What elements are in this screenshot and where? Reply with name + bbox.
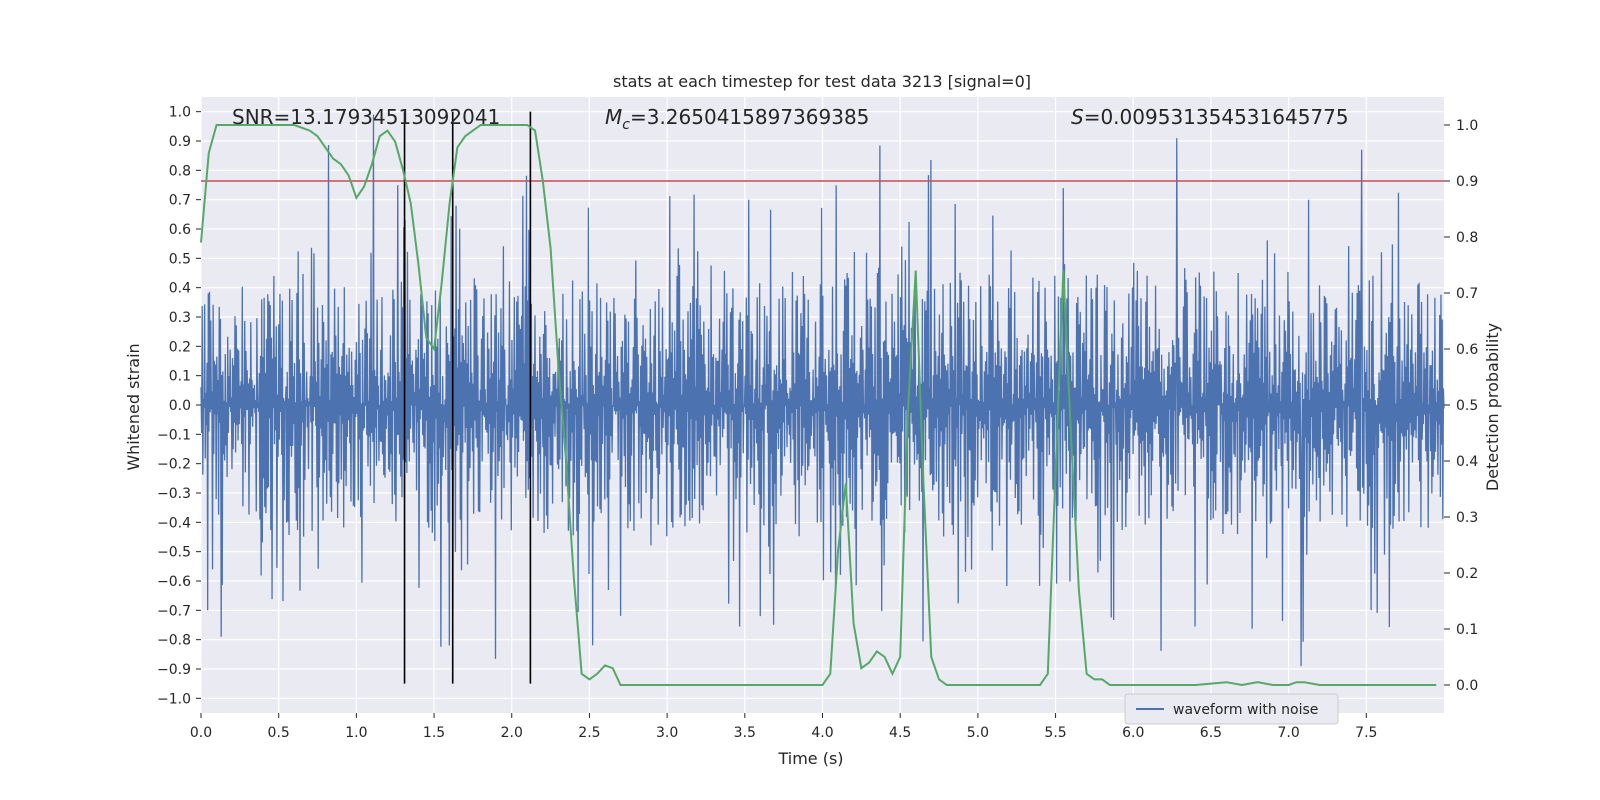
snr-ratio-annotation: S=0.009531354531645775 [1071,105,1349,129]
y-tick-label-left: −0.7 [157,603,191,619]
x-ticks: 0.0 0.5 1.0 1.5 2.0 2.5 3.0 3.5 4.0 4.5 5.0 5.5 6.0 6… [190,713,1377,741]
legend: waveform with noise [1124,693,1339,725]
y-tick-label-right: 0.9 [1456,174,1478,190]
y-tick-label-left: −0.3 [157,486,191,502]
x-tick-label: 7.0 [1277,725,1299,741]
detection-probability-line [200,124,1437,687]
legend-box [1124,693,1339,725]
waveform-line [200,114,1445,678]
x-tick-label: 0.5 [268,725,290,741]
y-tick-label-left: 0.1 [169,369,191,385]
y-tick-label-right: 0.4 [1456,454,1478,470]
x-tick-label: 4.5 [889,725,911,741]
y-tick-label-left: 0.8 [169,163,191,179]
chart-title: stats at each timestep for test data 321… [613,72,1031,91]
y-tick-label-left: 1.0 [169,105,191,121]
x-tick-label: 1.0 [345,725,367,741]
x-tick-label: 5.5 [1044,725,1066,741]
y-tick-label-right: 0.8 [1456,230,1478,246]
s-symbol: S [1071,105,1084,129]
x-tick-label: 2.0 [501,725,523,741]
y-tick-label-left: −0.8 [157,633,191,649]
y-axis-label-left: Whitened strain [124,343,143,470]
y-tick-label-right: 0.5 [1456,398,1478,414]
chirp-mass-value: =3.2650415897369385 [630,105,869,129]
s-value: =0.009531354531645775 [1084,105,1349,129]
chirp-mass-annotation: Mc=3.2650415897369385 [605,105,869,133]
y-tick-label-left: 0.0 [169,398,191,414]
y-ticks-right: 1.0 0.9 0.8 0.7 0.6 0.5 0.4 0.3 0.2 0.1 0.0 [1444,118,1478,694]
x-tick-label: 2.5 [578,725,600,741]
x-tick-label: 0.0 [190,725,212,741]
vertical-lines [403,111,532,684]
y-tick-label-right: 0.1 [1456,622,1478,638]
y-tick-label-left: 0.4 [169,281,191,297]
y-tick-label-right: 0.0 [1456,678,1478,694]
y-tick-label-left: 0.2 [169,339,191,355]
y-axis-label-right: Detection probability [1483,323,1502,491]
x-tick-label: 3.5 [734,725,756,741]
y-tick-label-left: −0.9 [157,662,191,678]
x-axis-label: Time (s) [777,749,843,768]
y-tick-label-right: 0.7 [1456,286,1478,302]
chirp-mass-subscript: c [622,117,630,133]
waveform-series [200,114,1445,678]
x-tick-label: 4.0 [811,725,833,741]
y-tick-label-left: 0.6 [169,222,191,238]
x-tick-label: 3.0 [656,725,678,741]
snr-annotation: SNR=13.17934513092041 [232,105,500,129]
x-tick-label: 1.5 [423,725,445,741]
x-tick-label: 6.0 [1122,725,1144,741]
y-tick-label-left: −0.2 [157,457,191,473]
y-tick-label-left: 0.7 [169,193,191,209]
x-tick-label: 5.0 [967,725,989,741]
x-tick-label: 7.5 [1355,725,1377,741]
y-tick-label-left: −0.6 [157,574,191,590]
legend-label: waveform with noise [1173,702,1318,718]
y-tick-label-left: −0.5 [157,545,191,561]
y-tick-label-left: −0.4 [157,515,191,531]
y-tick-label-left: −1.0 [157,691,191,707]
y-tick-label-left: 0.9 [169,134,191,150]
chirp-mass-symbol: M [605,105,622,129]
y-tick-label-left: 0.3 [169,310,191,326]
x-tick-label: 6.5 [1200,725,1222,741]
y-tick-label-right: 0.6 [1456,342,1478,358]
y-ticks-left: 1.0 0.9 0.8 0.7 0.6 0.5 0.4 0.3 0.2 0.1 0.0 −0.1 −0.… [157,105,201,707]
y-tick-label-right: 0.2 [1456,566,1478,582]
y-tick-label-right: 0.3 [1456,510,1478,526]
y-tick-label-right: 1.0 [1456,118,1478,134]
y-tick-label-left: −0.1 [157,427,191,443]
y-tick-label-left: 0.5 [169,251,191,267]
